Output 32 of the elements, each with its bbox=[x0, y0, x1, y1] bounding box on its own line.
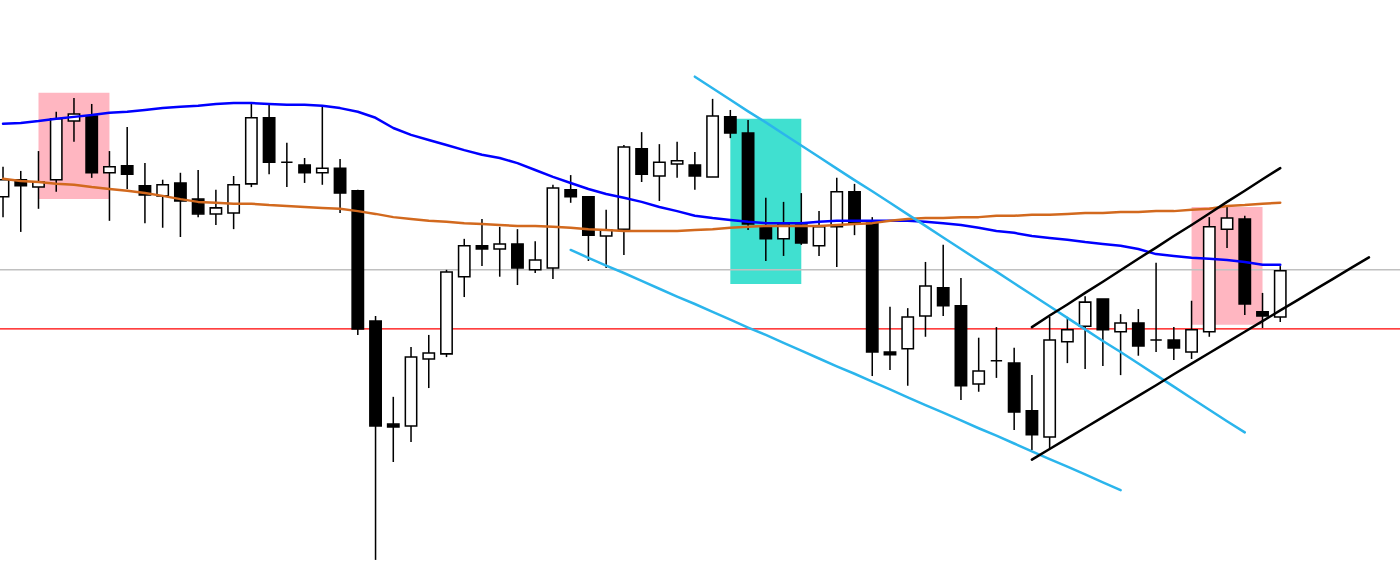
candlestick bbox=[972, 336, 986, 393]
candlestick bbox=[670, 141, 684, 179]
candlestick bbox=[280, 141, 294, 188]
candlestick bbox=[209, 189, 223, 226]
candlestick bbox=[315, 105, 329, 186]
candlestick bbox=[1131, 308, 1145, 357]
candlestick bbox=[759, 196, 773, 262]
candlestick bbox=[422, 334, 436, 389]
candlestick bbox=[794, 192, 808, 246]
candlestick bbox=[475, 218, 489, 267]
candlestick bbox=[1167, 326, 1181, 361]
candlestick bbox=[936, 244, 950, 317]
candlestick bbox=[173, 172, 187, 238]
candlestick bbox=[688, 151, 702, 191]
candlestick bbox=[812, 210, 826, 257]
candlestick bbox=[652, 143, 666, 202]
candlestick bbox=[120, 126, 134, 190]
candlestick bbox=[103, 150, 116, 222]
candlestick bbox=[1114, 313, 1128, 376]
candlestick bbox=[1060, 316, 1074, 364]
candlestick bbox=[564, 174, 578, 204]
candlestick bbox=[1256, 292, 1269, 329]
candlestick bbox=[528, 240, 542, 274]
candlestick bbox=[989, 326, 1003, 379]
candlestick bbox=[386, 396, 400, 463]
candlestick bbox=[723, 109, 737, 139]
candlestick bbox=[1185, 299, 1199, 360]
candlestick bbox=[493, 226, 507, 278]
candlestick bbox=[298, 157, 312, 184]
candlestick bbox=[1149, 262, 1163, 353]
candlestick bbox=[1220, 206, 1234, 249]
candlestick bbox=[883, 305, 897, 371]
